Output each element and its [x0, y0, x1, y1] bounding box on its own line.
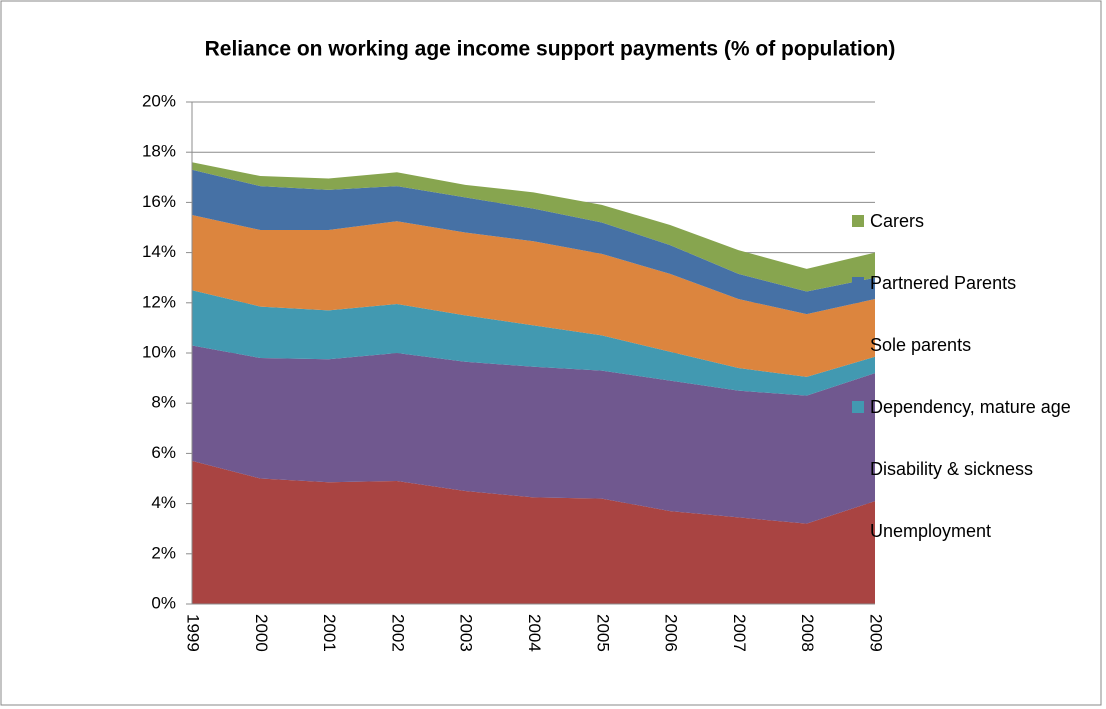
- y-tick-label: 0%: [151, 593, 176, 612]
- area: [192, 345, 875, 524]
- legend-swatch: [852, 525, 864, 537]
- area: [192, 169, 875, 315]
- x-tick-label: 2006: [662, 614, 681, 652]
- legend-swatch: [852, 277, 864, 289]
- area: [192, 290, 875, 396]
- x-tick-label: 2009: [867, 614, 886, 652]
- y-tick-label: 10%: [142, 342, 176, 361]
- x-tick-label: 2001: [320, 614, 339, 652]
- legend-swatch: [852, 463, 864, 475]
- y-tick-label: 16%: [142, 192, 176, 211]
- legend-label: Unemployment: [870, 521, 992, 541]
- y-tick-label: 8%: [151, 393, 176, 412]
- area: [192, 460, 875, 604]
- legend-item: Dependency, mature age: [852, 395, 1092, 420]
- x-tick-label: 2002: [388, 614, 407, 652]
- chart-title: Reliance on working age income support p…: [205, 38, 896, 61]
- x-tick-label: 1999: [184, 614, 203, 652]
- legend-label: Dependency, mature age: [870, 397, 1071, 417]
- area: [192, 162, 875, 292]
- legend-item: Partnered Parents: [852, 271, 1092, 296]
- legend-item: Disability & sickness: [852, 457, 1092, 482]
- y-tick-label: 18%: [142, 142, 176, 161]
- y-tick-label: 4%: [151, 493, 176, 512]
- x-tick-label: 2005: [593, 614, 612, 652]
- x-tick-label: 2004: [525, 614, 544, 652]
- legend-swatch: [852, 339, 864, 351]
- legend-item: Carers: [852, 209, 1092, 234]
- x-tick-label: 2007: [730, 614, 749, 652]
- legend-swatch: [852, 401, 864, 413]
- y-tick-label: 14%: [142, 242, 176, 261]
- legend-label: Sole parents: [870, 335, 972, 355]
- legend-item: Sole parents: [852, 333, 1092, 358]
- legend-label: Partnered Parents: [870, 273, 1017, 293]
- y-tick-label: 2%: [151, 543, 176, 562]
- y-tick-label: 20%: [142, 91, 176, 110]
- y-tick-label: 12%: [142, 292, 176, 311]
- legend-swatch: [852, 215, 864, 227]
- x-tick-label: 2008: [798, 614, 817, 652]
- legend-label: Carers: [870, 211, 925, 231]
- area: [192, 214, 875, 377]
- legend-item: Unemployment: [852, 519, 1092, 544]
- y-tick-label: 6%: [151, 443, 176, 462]
- legend-label: Disability & sickness: [870, 459, 1034, 479]
- x-tick-label: 2003: [457, 614, 476, 652]
- x-tick-label: 2000: [252, 614, 271, 652]
